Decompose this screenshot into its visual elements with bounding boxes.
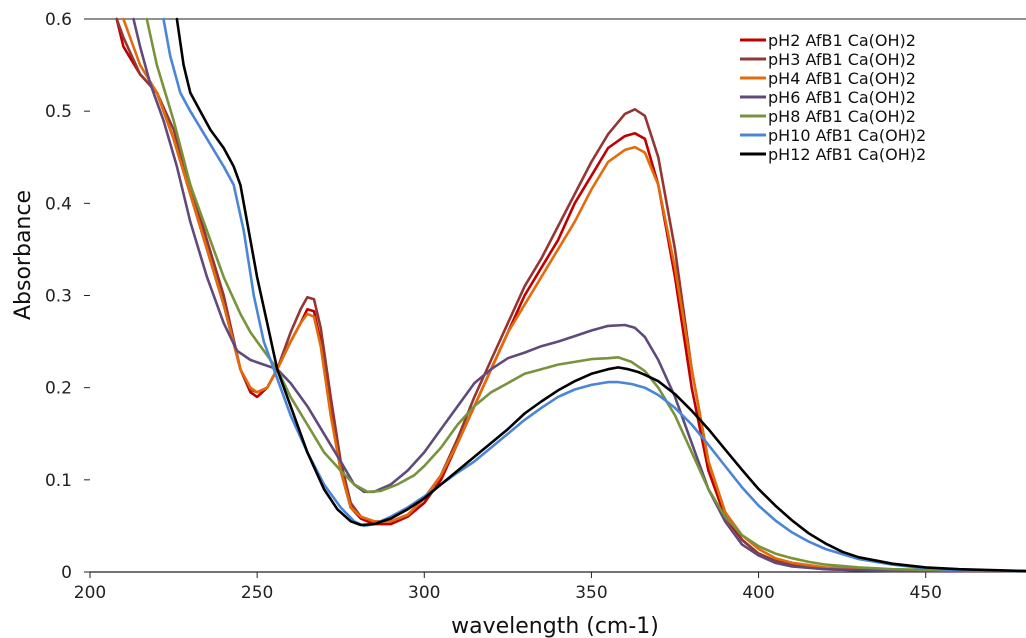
- series-line-5: [145, 17, 1026, 573]
- x-tick-label: 300: [408, 583, 440, 603]
- x-axis-ticks: 200 250 300 350 400 450: [74, 572, 942, 603]
- y-tick-label: 0.2: [45, 379, 72, 399]
- y-tick-label: 0.5: [45, 102, 72, 122]
- x-tick-label: 250: [241, 583, 273, 603]
- y-axis-title: Absorbance: [11, 190, 36, 320]
- legend-label: pH10 AfB1 Ca(OH)2: [768, 126, 926, 145]
- legend-label: pH6 AfB1 Ca(OH)2: [768, 88, 916, 107]
- legend-label: pH12 AfB1 Ca(OH)2: [768, 145, 926, 164]
- x-tick-label: 400: [742, 583, 774, 603]
- legend-label: pH8 AfB1 Ca(OH)2: [768, 107, 916, 126]
- x-tick-label: 200: [74, 583, 106, 603]
- series-line-3: [122, 17, 1026, 573]
- x-axis-title: wavelength (cm-1): [451, 614, 659, 638]
- y-tick-label: 0: [61, 563, 72, 583]
- x-tick-label: 450: [909, 583, 941, 603]
- series-line-7: [175, 17, 1026, 573]
- y-tick-label: 0.6: [45, 10, 72, 30]
- series-line-6: [162, 17, 1026, 573]
- plot-area: [115, 17, 1026, 573]
- legend-label: pH3 AfB1 Ca(OH)2: [768, 50, 916, 69]
- legend-label: pH2 AfB1 Ca(OH)2: [768, 31, 916, 50]
- y-tick-label: 0.3: [45, 287, 72, 307]
- x-tick-label: 350: [575, 583, 607, 603]
- y-tick-label: 0.1: [45, 471, 72, 491]
- legend-label: pH4 AfB1 Ca(OH)2: [768, 69, 916, 88]
- y-axis-ticks: 0 0.1 0.2 0.3 0.4 0.5 0.6: [45, 10, 90, 583]
- y-tick-label: 0.4: [45, 194, 72, 214]
- axes: [90, 18, 1026, 573]
